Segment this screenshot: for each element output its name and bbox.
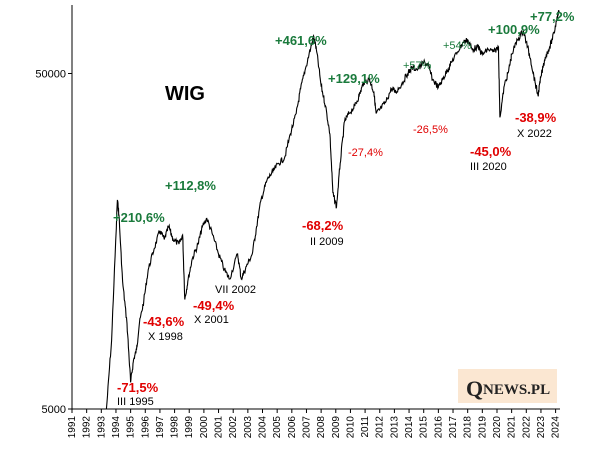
x-tick-label: 2010 (345, 416, 356, 439)
annotation-date: III 2020 (470, 161, 507, 173)
x-tick-label: 1994 (111, 416, 122, 439)
x-tick-label: 2014 (404, 416, 415, 439)
annotation-date: VII 2002 (215, 284, 256, 296)
x-tick-label: 2001 (214, 416, 225, 439)
annotation-label: -49,4% (193, 298, 235, 313)
annotation-label: +77,2% (530, 9, 575, 24)
x-tick-label: 2005 (272, 416, 283, 439)
annotation-label: -27,4% (348, 147, 383, 159)
annotation-label: -68,2% (302, 218, 344, 233)
annotation-label: +57% (403, 60, 432, 72)
x-ticks: 1991 1992 1993 1994 1995 1996 1997 1998 1999 2000… (67, 409, 562, 438)
x-tick-label: 1993 (96, 416, 107, 439)
x-tick-label: 2012 (375, 416, 386, 439)
annotation-date: III 1995 (117, 396, 154, 408)
watermark: Q NEWS.PL (458, 369, 557, 403)
x-tick-label: 1999 (184, 416, 195, 439)
x-tick-label: 2023 (536, 416, 547, 439)
x-tick-label: 2011 (360, 416, 371, 438)
watermark-q: Q (466, 376, 483, 401)
annotation-label: +461,6% (275, 33, 327, 48)
x-tick-label: 2013 (389, 416, 400, 439)
annotation-label: -26,5% (413, 124, 448, 136)
x-tick-label: 1991 (67, 416, 78, 439)
x-tick-label: 1996 (140, 416, 151, 439)
annotation-date: X 2022 (517, 128, 552, 140)
annotation-label: +112,8% (165, 178, 216, 193)
annotation-label: -38,9% (515, 110, 557, 125)
x-tick-label: 2000 (199, 416, 210, 439)
x-tick-label: 2007 (301, 416, 312, 439)
watermark-box (458, 369, 557, 403)
annotation-label: +100,9% (488, 22, 540, 37)
chart-title: WIG (165, 83, 205, 105)
x-tick-label: 2008 (316, 416, 327, 439)
wig-line (105, 10, 560, 410)
x-tick-label: 2006 (287, 416, 298, 439)
x-tick-label: 2022 (521, 416, 532, 439)
x-tick-label: 2018 (463, 416, 474, 439)
x-tick-label: 2009 (331, 416, 342, 439)
x-tick-label: 2021 (507, 416, 518, 439)
x-tick-label: 2020 (492, 416, 503, 439)
y-tick-label: 50000 (35, 68, 66, 80)
x-tick-label: 2004 (258, 416, 269, 439)
x-tick-label: 2019 (477, 416, 488, 439)
watermark-text: NEWS.PL (483, 382, 550, 398)
annotation-label: -71,5% (117, 380, 159, 395)
x-tick-label: 1995 (126, 416, 137, 439)
x-tick-label: 2017 (448, 416, 459, 439)
x-tick-label: 2002 (228, 416, 239, 439)
annotation-label: -45,0% (470, 144, 512, 159)
x-tick-label: 2016 (433, 416, 444, 439)
annotation-label: -43,6% (143, 314, 185, 329)
x-tick-label: 1998 (170, 416, 181, 439)
x-tick-label: 2003 (243, 416, 254, 439)
x-tick-label: 2024 (551, 416, 562, 439)
annotation-label: +210,6% (113, 210, 165, 225)
annotations: +210,6% -71,5%III 1995 -43,6% X 1998 +112,8%… (113, 9, 575, 408)
annotation-date: X 2001 (194, 314, 229, 326)
y-ticks: 5000 50000 (35, 68, 72, 416)
y-tick-label: 5000 (42, 404, 66, 416)
annotation-label: +54% (443, 40, 472, 52)
x-tick-label: 1997 (155, 416, 166, 439)
x-tick-label: 1992 (82, 416, 93, 439)
annotation-label: +129,1% (328, 71, 380, 86)
annotation-date: II 2009 (310, 236, 344, 248)
annotation-date: X 1998 (148, 331, 183, 343)
x-tick-label: 2015 (419, 416, 430, 439)
